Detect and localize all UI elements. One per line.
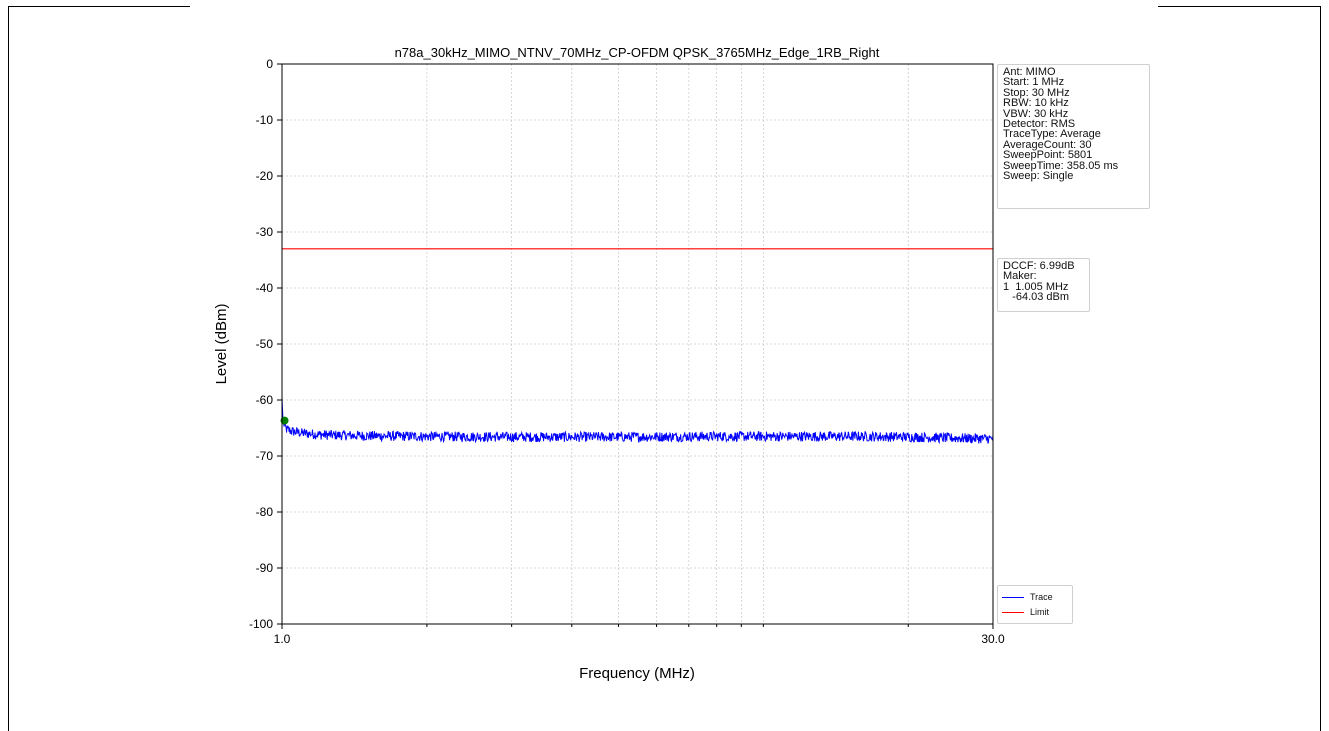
legend-label-trace: Trace (1030, 592, 1053, 602)
y-tick-label: 0 (266, 57, 273, 71)
frame-top-right-border (1158, 6, 1321, 7)
y-tick-label: -10 (256, 113, 274, 127)
y-tick-label: -60 (256, 393, 274, 407)
y-tick-label: -20 (256, 169, 274, 183)
x-axis-label: Frequency (MHz) (579, 665, 695, 682)
frame-left-border (8, 6, 9, 731)
measurement-settings-box: Ant: MIMO Start: 1 MHz Stop: 30 MHz RBW: 10… (997, 64, 1150, 209)
y-tick-label: -70 (256, 449, 274, 463)
y-tick-label: -50 (256, 337, 274, 351)
settings-box-line: VBW: 30 kHz (1003, 107, 1069, 120)
y-tick-label: -100 (249, 617, 273, 631)
y-tick-label: -30 (256, 225, 274, 239)
x-tick-label: 30.0 (981, 632, 1005, 646)
chart-title: n78a_30kHz_MIMO_NTNV_70MHz_CP-OFDM QPSK_… (395, 45, 880, 60)
series-line-trace (281, 397, 994, 445)
legend-item-limit: Limit (1002, 606, 1049, 618)
settings-box-line: Stop: 30 MHz (1003, 86, 1070, 99)
marker-box-line: DCCF: 6.99dB (1003, 260, 1075, 272)
x-tick-label: 1.0 (274, 632, 291, 646)
chart-legend: Trace Limit (997, 585, 1073, 624)
legend-swatch-limit (1002, 611, 1024, 613)
marker-box-line: Maker: (1003, 270, 1037, 283)
settings-box-line: Detector: RMS (1003, 118, 1076, 131)
y-tick-label: -90 (256, 561, 274, 575)
marker-point (280, 416, 289, 425)
settings-box-line: RBW: 10 kHz (1003, 97, 1069, 110)
settings-box-line: SweepPoint: 5801 (1003, 149, 1093, 162)
series-layer (280, 248, 994, 445)
grid-layer (281, 63, 994, 625)
y-axis-label: Level (dBm) (213, 304, 230, 385)
legend-item-trace: Trace (1002, 591, 1053, 603)
settings-box-line: TraceType: Average (1003, 128, 1101, 141)
settings-box-line: Start: 1 MHz (1003, 76, 1065, 89)
settings-box-line: AverageCount: 30 (1003, 138, 1092, 151)
y-tick-label: -80 (256, 505, 274, 519)
y-tick-label: -40 (256, 281, 274, 295)
marker-box-line: 1 1.005 MHz (1003, 280, 1069, 293)
legend-swatch-trace (1002, 596, 1024, 598)
settings-box-line: Sweep: Single (1003, 170, 1074, 183)
frame-right-border (1320, 6, 1321, 731)
settings-box-line: SweepTime: 358.05 ms (1003, 159, 1119, 172)
settings-box-line: Ant: MIMO (1003, 66, 1056, 78)
marker-info-box: DCCF: 6.99dB Maker: 1 1.005 MHz -64.03 dBm (997, 258, 1090, 312)
legend-label-limit: Limit (1030, 607, 1050, 617)
marker-box-line: -64.03 dBm (1003, 291, 1070, 304)
frame-top-left-border (8, 6, 190, 7)
